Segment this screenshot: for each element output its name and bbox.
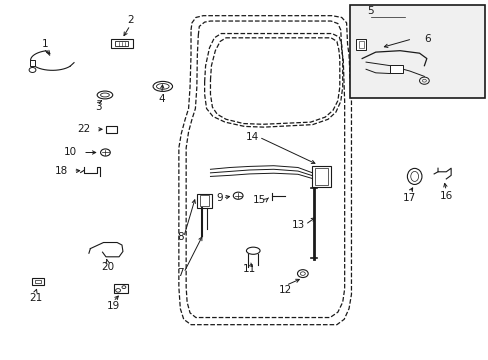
Text: 12: 12 bbox=[279, 285, 292, 296]
Bar bbox=[314, 168, 327, 185]
Text: 22: 22 bbox=[77, 124, 90, 134]
Text: 7: 7 bbox=[177, 268, 183, 278]
Text: 18: 18 bbox=[55, 166, 68, 176]
Bar bbox=[350, 5, 484, 98]
Text: 17: 17 bbox=[403, 193, 416, 203]
Text: 15: 15 bbox=[253, 195, 266, 204]
Text: 9: 9 bbox=[216, 193, 222, 203]
Text: 14: 14 bbox=[245, 132, 259, 142]
Bar bbox=[356, 39, 366, 50]
Text: 20: 20 bbox=[101, 262, 114, 272]
Bar bbox=[311, 166, 330, 187]
Ellipse shape bbox=[156, 84, 169, 89]
Text: 4: 4 bbox=[158, 94, 165, 104]
Ellipse shape bbox=[97, 91, 113, 99]
Bar bbox=[106, 126, 117, 133]
Bar bbox=[389, 65, 402, 73]
Text: 13: 13 bbox=[291, 220, 305, 230]
Bar bbox=[35, 280, 41, 283]
Bar bbox=[111, 39, 132, 48]
Ellipse shape bbox=[153, 81, 172, 91]
Bar bbox=[197, 194, 212, 208]
Bar bbox=[32, 278, 43, 285]
Bar bbox=[359, 41, 364, 48]
Text: 19: 19 bbox=[106, 301, 120, 311]
Text: 2: 2 bbox=[127, 15, 133, 25]
Text: 21: 21 bbox=[29, 293, 42, 302]
Text: 6: 6 bbox=[424, 34, 430, 44]
Text: 1: 1 bbox=[42, 39, 48, 49]
Ellipse shape bbox=[407, 168, 421, 184]
Ellipse shape bbox=[410, 171, 418, 181]
Text: 3: 3 bbox=[95, 102, 102, 112]
Text: 5: 5 bbox=[367, 6, 373, 16]
Ellipse shape bbox=[246, 247, 260, 254]
Ellipse shape bbox=[101, 93, 109, 97]
Text: 16: 16 bbox=[439, 191, 452, 201]
Bar bbox=[30, 60, 35, 66]
Bar bbox=[114, 284, 127, 293]
Text: 11: 11 bbox=[242, 264, 255, 274]
Bar bbox=[200, 195, 209, 206]
Bar bbox=[115, 41, 127, 46]
Text: 10: 10 bbox=[63, 148, 77, 157]
Text: 8: 8 bbox=[177, 232, 183, 242]
